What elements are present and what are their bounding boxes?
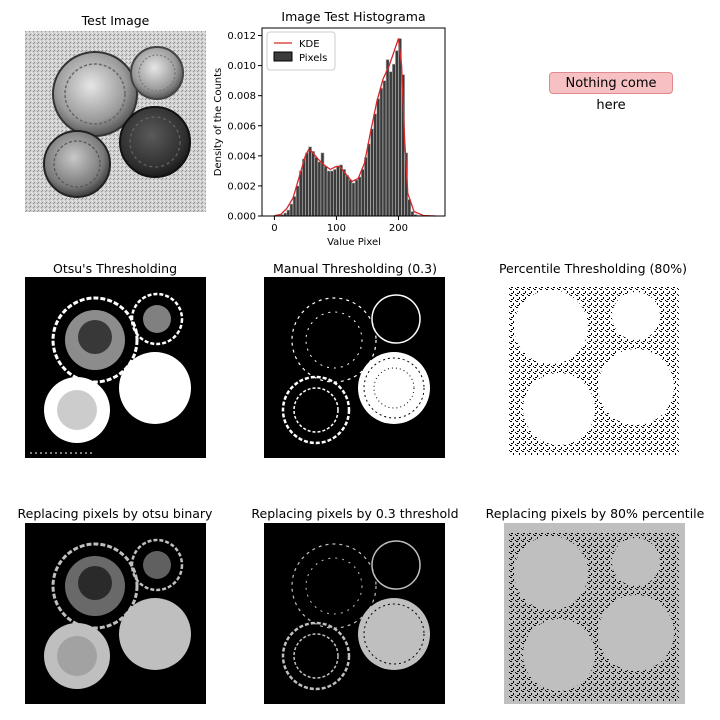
histogram-bar xyxy=(333,169,337,217)
histogram-bar xyxy=(286,209,291,217)
x-tick-label: 200 xyxy=(389,223,408,234)
histogram-bar xyxy=(308,146,312,217)
histogram-bar xyxy=(357,176,362,217)
y-tick-label: 0.008 xyxy=(227,91,256,102)
legend-kde-label: KDE xyxy=(299,39,320,50)
histogram-bar xyxy=(292,196,297,217)
coin-top-right xyxy=(130,46,184,100)
histogram-bar xyxy=(370,128,374,217)
y-axis-label: Density of the Counts xyxy=(213,68,224,177)
legend-box xyxy=(266,31,336,71)
replace-manual-title: Replacing pixels by 0.3 threshold xyxy=(251,506,459,521)
histogram-bar xyxy=(391,63,396,217)
histogram-bar xyxy=(364,157,368,217)
histogram-bar xyxy=(379,87,384,217)
x-tick-label: 0 xyxy=(271,223,277,234)
replace-otsu-image xyxy=(25,523,206,704)
replace-percentile-title: Replacing pixels by 80% percentile xyxy=(485,506,705,521)
histogram-bar xyxy=(305,152,309,217)
otsu-title: Otsu's Thresholding xyxy=(52,261,178,276)
histogram-bar xyxy=(311,151,316,217)
histogram-bar xyxy=(329,170,334,217)
histogram-bar xyxy=(295,185,300,217)
histogram-bar xyxy=(302,158,306,217)
histogram-bar xyxy=(345,175,350,217)
histogram-bar xyxy=(373,113,378,217)
x-tick-label: 100 xyxy=(327,223,346,234)
histogram-bar xyxy=(317,161,322,217)
kde-line xyxy=(274,38,436,217)
legend-pixels-label: Pixels xyxy=(299,53,327,64)
replace-percentile-image xyxy=(504,523,685,704)
histogram-bar xyxy=(336,166,340,217)
histogram-bar xyxy=(342,169,347,217)
percentile-threshold-image xyxy=(504,277,685,458)
replace-manual-image xyxy=(264,523,445,704)
manual-title: Manual Thresholding (0.3) xyxy=(273,261,437,276)
histogram-title: Image Test Histograma xyxy=(281,9,426,24)
histogram-bar xyxy=(323,166,328,217)
histogram-bar xyxy=(395,50,399,217)
test-image-title: Test Image xyxy=(81,13,150,28)
histogram-bar xyxy=(298,170,303,217)
y-tick-label: 0.004 xyxy=(227,151,256,162)
histogram-bar xyxy=(354,179,359,217)
histogram-bar xyxy=(385,59,390,217)
histogram-bar xyxy=(410,211,415,217)
legend: KDE Pixels xyxy=(266,31,336,71)
test-image xyxy=(25,31,206,212)
histogram-bar xyxy=(360,169,365,217)
histogram-bar xyxy=(388,71,393,217)
histogram-bar xyxy=(351,182,356,217)
replace-otsu-title: Replacing pixels by otsu binary xyxy=(17,506,213,521)
histogram-bar xyxy=(339,164,343,217)
histogram-bar xyxy=(382,80,387,217)
manual-threshold-image xyxy=(264,277,445,458)
y-tick-label: 0.006 xyxy=(227,121,256,132)
histogram-bar xyxy=(367,143,371,217)
y-tick-label: 0.000 xyxy=(227,212,256,223)
otsu-threshold-image xyxy=(25,277,206,458)
percentile-title: Percentile Thresholding (80%) xyxy=(498,261,688,276)
legend-pixels-swatch xyxy=(273,51,293,62)
histogram-bar xyxy=(289,203,294,217)
histogram-bar xyxy=(376,98,381,217)
histogram-bar xyxy=(326,170,331,217)
histogram-chart: 0 100 200 0.000 0.002 0.004 0.006 0.008 0.010 0.… xyxy=(213,27,446,248)
y-tick-label: 0.002 xyxy=(227,181,256,192)
y-tick-label: 0.012 xyxy=(227,31,256,42)
histogram-bar xyxy=(348,179,353,217)
placeholder-note: Nothing come here xyxy=(549,72,673,113)
y-tick-label: 0.010 xyxy=(227,61,256,72)
x-axis-label: Value Pixel xyxy=(327,237,381,248)
histogram-bar xyxy=(314,157,319,217)
